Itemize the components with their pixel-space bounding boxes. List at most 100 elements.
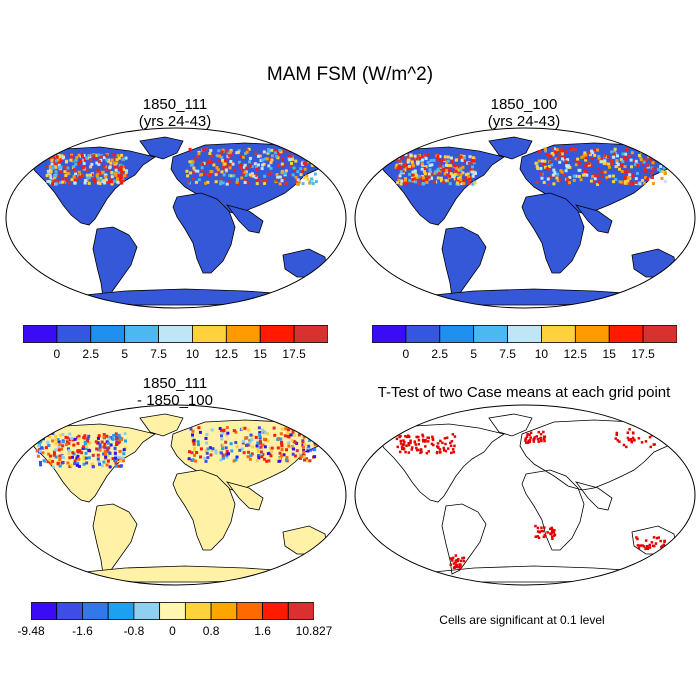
significant-cell <box>536 530 540 533</box>
data-cell <box>80 154 84 158</box>
data-cell <box>220 429 224 433</box>
data-cell <box>293 454 297 458</box>
data-cell <box>48 174 52 178</box>
significant-cell <box>615 431 619 435</box>
data-cell <box>455 164 459 168</box>
data-cell <box>198 430 202 434</box>
significant-cell <box>462 556 466 560</box>
data-cell <box>58 464 62 468</box>
significant-cell <box>439 451 442 454</box>
data-cell <box>467 175 471 179</box>
colorbar-box <box>262 602 289 620</box>
data-cell <box>98 443 102 447</box>
data-cell <box>432 158 436 162</box>
data-cell <box>650 175 654 179</box>
significant-cell <box>648 546 652 549</box>
significant-cell <box>645 546 649 550</box>
significant-cell <box>407 443 411 447</box>
data-cell <box>58 433 62 437</box>
data-cell <box>278 457 282 461</box>
data-cell <box>433 171 437 175</box>
data-cell <box>115 442 119 446</box>
significant-cell <box>461 556 464 560</box>
data-cell <box>122 448 126 452</box>
colorbar-box <box>473 325 508 343</box>
data-cell <box>253 162 257 166</box>
data-cell <box>90 173 94 177</box>
data-cell <box>611 174 615 178</box>
data-cell <box>70 153 74 157</box>
data-cell <box>224 440 228 444</box>
significant-cell <box>398 435 401 439</box>
data-cell <box>67 168 71 172</box>
data-cell <box>263 445 267 449</box>
data-cell <box>262 457 266 461</box>
data-cell <box>88 441 92 445</box>
data-cell <box>619 180 623 184</box>
data-cell <box>116 180 120 184</box>
data-cell <box>84 451 88 455</box>
data-cell <box>112 161 116 165</box>
data-cell <box>459 173 463 177</box>
significant-cell <box>657 536 661 539</box>
data-cell <box>83 181 87 185</box>
data-cell <box>584 158 588 162</box>
data-cell <box>232 168 236 172</box>
data-cell <box>605 175 609 179</box>
data-cell <box>252 174 256 178</box>
data-cell <box>119 464 123 468</box>
data-cell <box>102 178 106 182</box>
data-cell <box>73 459 77 463</box>
data-cell <box>227 157 231 161</box>
colorbar-box <box>82 602 109 620</box>
significant-cell <box>453 435 457 438</box>
significant-cell <box>417 448 420 452</box>
data-cell <box>227 180 231 184</box>
data-cell <box>595 174 599 178</box>
data-cell <box>436 154 440 158</box>
panel-2-title-line2: (yrs 24-43) <box>487 113 561 130</box>
data-cell <box>47 452 51 456</box>
data-cell <box>399 165 403 169</box>
data-cell <box>539 172 543 176</box>
data-cell <box>546 152 550 156</box>
data-cell <box>236 150 240 154</box>
data-cell <box>400 155 404 159</box>
data-cell <box>119 438 123 442</box>
data-cell <box>205 441 209 445</box>
data-cell <box>77 437 81 441</box>
data-cell <box>424 165 428 169</box>
data-cell <box>206 180 210 184</box>
data-cell <box>117 455 121 459</box>
data-cell <box>305 150 309 154</box>
data-cell <box>223 159 227 163</box>
data-cell <box>114 459 118 463</box>
data-cell <box>549 154 553 158</box>
map-land-group <box>375 413 680 583</box>
data-cell <box>580 155 584 159</box>
data-cell <box>188 147 192 151</box>
data-cell <box>537 150 541 154</box>
data-cell <box>445 160 449 164</box>
data-cell <box>95 447 99 451</box>
data-cell <box>558 153 562 157</box>
data-cell <box>102 460 106 464</box>
colorbar-tick-label: -9.48 <box>17 624 45 638</box>
data-cell <box>260 455 264 459</box>
data-cell <box>447 164 451 168</box>
data-cell <box>583 171 587 175</box>
data-cell <box>437 171 441 175</box>
data-cell <box>568 175 572 179</box>
data-cell <box>284 458 288 462</box>
data-cell <box>84 456 88 460</box>
data-cell <box>86 441 90 445</box>
map-panel-1 <box>5 127 347 309</box>
data-cell <box>642 181 646 185</box>
data-cell <box>106 180 110 184</box>
data-cell <box>39 433 43 437</box>
data-cell <box>289 154 293 158</box>
continent-north-america <box>375 423 505 503</box>
data-cell <box>42 459 46 463</box>
data-cell <box>610 150 614 154</box>
data-cell <box>196 155 200 159</box>
